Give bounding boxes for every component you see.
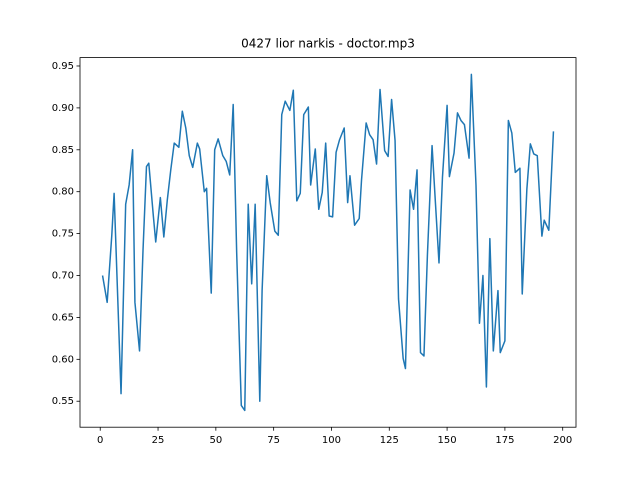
x-tick-label: 150: [438, 435, 457, 446]
y-tick-label: 0.80: [52, 187, 74, 198]
x-tick-label: 25: [152, 435, 165, 446]
y-tick-label: 0.70: [52, 271, 74, 282]
data-line: [101, 73, 555, 412]
x-tick-label: 200: [553, 435, 572, 446]
y-tick-label: 0.65: [52, 312, 74, 323]
y-tick-label: 0.60: [52, 354, 74, 365]
y-tick-label: 0.90: [52, 103, 74, 114]
x-tick-label: 0: [97, 435, 103, 446]
plot-frame: [79, 57, 577, 428]
chart-title: 0427 lior narkis - doctor.mp3: [241, 37, 415, 51]
x-tick-label: 175: [495, 435, 514, 446]
x-tick-label: 100: [322, 435, 341, 446]
x-tick-label: 50: [209, 435, 222, 446]
x-tick-label: 75: [267, 435, 280, 446]
x-tick-label: 125: [380, 435, 399, 446]
y-tick-label: 0.55: [52, 396, 74, 407]
y-tick-label: 0.95: [52, 61, 74, 72]
y-tick-label: 0.75: [52, 229, 74, 240]
y-tick-label: 0.85: [52, 145, 74, 156]
